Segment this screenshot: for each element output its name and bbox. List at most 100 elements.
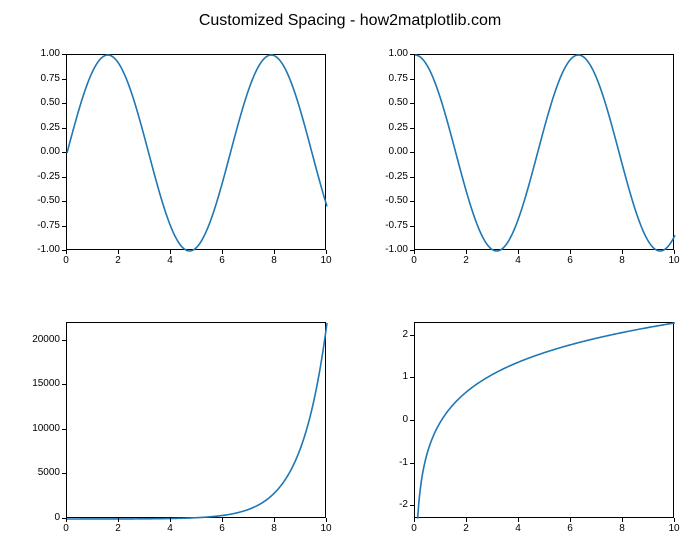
ytick [62,473,66,474]
xtick-label: 10 [668,256,679,266]
ytick-label: 0.50 [20,98,60,108]
ytick [410,226,414,227]
ytick [62,429,66,430]
xtick-label: 0 [63,256,69,266]
xtick-label: 8 [271,256,277,266]
xtick-label: 10 [668,524,679,534]
ytick-label: 2 [368,330,408,340]
curve [415,323,673,517]
xtick [674,518,675,522]
ytick [410,103,414,104]
ytick [410,79,414,80]
xtick-label: 8 [271,524,277,534]
xtick-label: 4 [515,524,521,534]
ytick [62,201,66,202]
ytick-label: 0 [20,513,60,523]
xtick-label: 0 [411,524,417,534]
plot-area [414,54,674,250]
ytick [410,201,414,202]
ytick-label: -0.25 [20,172,60,182]
xtick-label: 2 [115,256,121,266]
xtick-label: 6 [219,524,225,534]
xtick [274,518,275,522]
ytick [62,384,66,385]
ytick [62,54,66,55]
ytick-label: 5000 [20,468,60,478]
xtick-label: 4 [167,256,173,266]
ytick-label: -1 [368,458,408,468]
ytick-label: -0.25 [368,172,408,182]
ytick-label: 1.00 [20,49,60,59]
ytick [410,420,414,421]
ytick-label: -0.50 [20,196,60,206]
curve [67,55,325,249]
xtick [222,518,223,522]
xtick [622,250,623,254]
xtick [118,518,119,522]
ytick [62,152,66,153]
xtick [466,518,467,522]
xtick-label: 2 [463,256,469,266]
ytick-label: 0.25 [20,123,60,133]
xtick-label: 6 [567,524,573,534]
xtick-label: 0 [63,524,69,534]
xtick [66,250,67,254]
xtick [66,518,67,522]
ytick-label: 0 [368,415,408,425]
subplot-exp: 050001000015000200000246810 [20,316,332,540]
ytick [410,335,414,336]
ytick [410,152,414,153]
ytick [62,226,66,227]
xtick [414,518,415,522]
ytick-label: -2 [368,500,408,510]
plot-area [414,322,674,518]
ytick [62,128,66,129]
ytick-label: -1.00 [368,245,408,255]
ytick [62,340,66,341]
xtick-label: 8 [619,256,625,266]
xtick [170,250,171,254]
xtick [518,250,519,254]
ytick [410,177,414,178]
xtick-label: 2 [115,524,121,534]
figure-title: Customized Spacing - how2matplotlib.com [0,12,700,30]
xtick [518,518,519,522]
ytick-label: 0.75 [20,74,60,84]
ytick [62,103,66,104]
xtick [326,250,327,254]
ytick [410,463,414,464]
subplot-cos: -1.00-0.75-0.50-0.250.000.250.500.751.00… [368,48,680,272]
ytick-label: 0.25 [368,123,408,133]
ytick-label: 0.50 [368,98,408,108]
xtick-label: 4 [515,256,521,266]
curve [67,323,325,517]
xtick-label: 8 [619,524,625,534]
ytick [410,377,414,378]
ytick-label: -1.00 [20,245,60,255]
xtick [118,250,119,254]
xtick [674,250,675,254]
subplot-sin: -1.00-0.75-0.50-0.250.000.250.500.751.00… [20,48,332,272]
ytick-label: 0.75 [368,74,408,84]
figure: Customized Spacing - how2matplotlib.com … [0,0,700,560]
ytick-label: 1.00 [368,49,408,59]
xtick [622,518,623,522]
xtick-label: 6 [567,256,573,266]
ytick [410,54,414,55]
xtick [414,250,415,254]
ytick-label: 1 [368,372,408,382]
xtick-label: 10 [320,524,331,534]
xtick-label: 6 [219,256,225,266]
xtick [170,518,171,522]
subplot-grid: -1.00-0.75-0.50-0.250.000.250.500.751.00… [20,48,680,540]
xtick [570,518,571,522]
ytick-label: 10000 [20,424,60,434]
ytick-label: -0.75 [20,221,60,231]
curve [415,55,673,249]
ytick [410,128,414,129]
ytick-label: -0.75 [368,221,408,231]
xtick [570,250,571,254]
xtick-label: 0 [411,256,417,266]
xtick-label: 10 [320,256,331,266]
ytick-label: -0.50 [368,196,408,206]
